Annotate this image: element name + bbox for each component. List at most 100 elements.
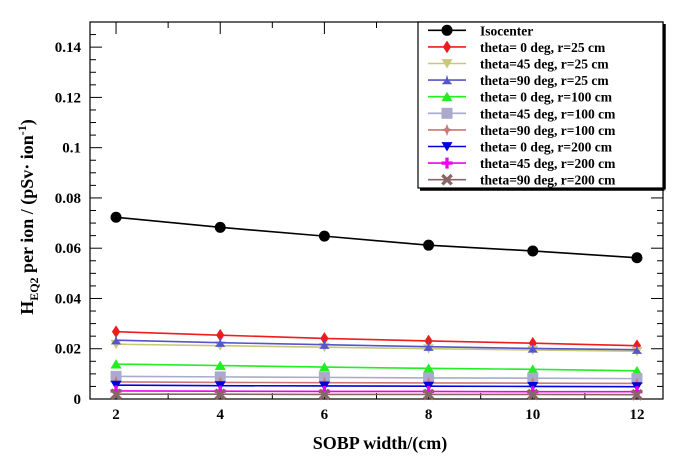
y-label-dot: · bbox=[17, 164, 37, 170]
y-label-suffix: ) bbox=[17, 119, 38, 125]
data-point bbox=[111, 325, 121, 338]
x-tick-label: 4 bbox=[216, 407, 224, 423]
data-point bbox=[635, 386, 639, 398]
series-line bbox=[115, 216, 638, 259]
legend-marker bbox=[441, 59, 453, 69]
legend-entry: theta=90 deg, r=25 cm bbox=[428, 73, 609, 88]
series-layer bbox=[109, 211, 644, 401]
legend-entry: theta= 0 deg, r=200 cm bbox=[428, 140, 613, 155]
series-line bbox=[116, 381, 637, 385]
data-point bbox=[110, 388, 122, 401]
y-tick-label: 0.08 bbox=[55, 191, 81, 207]
legend-entry: theta= 0 deg, r=25 cm bbox=[428, 40, 606, 55]
y-tick-label: 0.14 bbox=[55, 40, 82, 56]
legend-marker bbox=[441, 91, 453, 102]
y-label-middle: per ion / (pSv bbox=[17, 170, 38, 278]
data-point bbox=[318, 388, 331, 401]
legend-label: theta=90 deg, r=25 cm bbox=[480, 73, 609, 88]
data-point bbox=[215, 340, 226, 347]
data-point bbox=[531, 386, 535, 398]
series-5 bbox=[110, 359, 643, 376]
data-point bbox=[214, 221, 226, 233]
y-tick-label: 0.02 bbox=[55, 342, 81, 358]
series-line bbox=[116, 375, 637, 380]
legend-entry: theta= 0 deg, r=100 cm bbox=[428, 90, 613, 105]
data-point bbox=[218, 385, 222, 397]
data-point bbox=[216, 328, 225, 342]
data-point bbox=[631, 347, 643, 354]
y-label-unit: ion bbox=[17, 135, 37, 164]
legend-label: theta=45 deg, r=25 cm bbox=[480, 57, 609, 72]
data-point bbox=[527, 346, 538, 353]
legend-entry: theta=90 deg, r=100 cm bbox=[428, 123, 616, 138]
legend-entry: theta=45 deg, r=25 cm bbox=[428, 57, 609, 72]
series-10 bbox=[110, 388, 643, 401]
data-point bbox=[423, 239, 435, 251]
series-9 bbox=[110, 385, 643, 398]
legend-label: theta=45 deg, r=100 cm bbox=[480, 106, 616, 121]
data-point bbox=[318, 230, 330, 242]
data-point bbox=[526, 388, 539, 401]
x-tick-label: 12 bbox=[629, 407, 644, 423]
data-point bbox=[214, 360, 226, 370]
legend-label: theta=45 deg, r=200 cm bbox=[480, 156, 616, 171]
data-point bbox=[631, 365, 643, 376]
legend-entry: theta=90 deg, r=200 cm bbox=[428, 173, 616, 188]
data-point bbox=[422, 388, 435, 401]
data-point bbox=[110, 359, 122, 369]
data-point bbox=[423, 344, 434, 351]
series-line bbox=[116, 363, 637, 372]
data-point bbox=[527, 245, 539, 257]
data-point bbox=[110, 380, 122, 391]
legend-marker bbox=[441, 142, 453, 152]
legend-label: Isocenter bbox=[480, 23, 533, 38]
series-line bbox=[116, 343, 637, 353]
data-point bbox=[424, 334, 433, 348]
legend-marker bbox=[440, 123, 454, 136]
legend-label: theta= 0 deg, r=100 cm bbox=[480, 90, 613, 105]
legend-label: theta= 0 deg, r=25 cm bbox=[480, 40, 606, 55]
legend-entry: Isocenter bbox=[428, 23, 533, 38]
data-point bbox=[527, 364, 539, 374]
data-point bbox=[631, 252, 643, 264]
y-label-prefix: H bbox=[17, 301, 37, 315]
data-point bbox=[320, 332, 329, 345]
y-tick-label: 0.04 bbox=[55, 291, 82, 307]
y-label-subscript: EQ2 bbox=[27, 277, 41, 300]
legend-entry: theta=45 deg, r=100 cm bbox=[428, 106, 616, 121]
legend-box bbox=[417, 21, 664, 189]
y-tick-label: 0.1 bbox=[62, 141, 81, 157]
x-axis-label: SOBP width/(cm) bbox=[313, 433, 448, 454]
x-tick-label: 10 bbox=[525, 407, 540, 423]
x-tick-label: 2 bbox=[112, 407, 120, 423]
data-point bbox=[110, 211, 122, 223]
series-line bbox=[116, 384, 637, 388]
legend-marker bbox=[441, 78, 453, 85]
legend-label: theta=90 deg, r=200 cm bbox=[480, 173, 616, 188]
series-line bbox=[116, 390, 637, 393]
legend-marker bbox=[441, 107, 453, 119]
y-tick-label: 0.06 bbox=[55, 241, 82, 257]
y-tick-label: 0.12 bbox=[55, 90, 81, 106]
legend-marker bbox=[441, 173, 453, 186]
data-point bbox=[423, 363, 435, 373]
data-point bbox=[319, 342, 330, 349]
series-line bbox=[116, 393, 637, 396]
x-tick-label: 8 bbox=[425, 407, 433, 423]
axes: 2 4 6 8 10 12 0 0.02 0.04 0.06 0.08 0.1 0.12 0.14 bbox=[55, 21, 664, 423]
x-tick-label: 6 bbox=[321, 407, 329, 423]
legend: Isocenter theta= 0 deg, r=25 cm theta=45 d… bbox=[417, 21, 666, 191]
legend-entry: theta=45 deg, r=200 cm bbox=[428, 156, 616, 171]
data-point bbox=[426, 385, 431, 397]
legend-label: theta=90 deg, r=100 cm bbox=[480, 123, 616, 138]
series-line bbox=[116, 330, 637, 347]
legend-marker bbox=[441, 24, 453, 36]
data-point bbox=[631, 388, 643, 401]
legend-marker bbox=[445, 157, 449, 169]
series-line bbox=[116, 339, 637, 351]
y-label-superscript: -1 bbox=[15, 125, 29, 135]
data-point bbox=[214, 388, 227, 401]
y-axis-label: HEQ2 per ion / (pSv· ion-1) bbox=[15, 119, 41, 315]
data-point bbox=[110, 338, 122, 345]
